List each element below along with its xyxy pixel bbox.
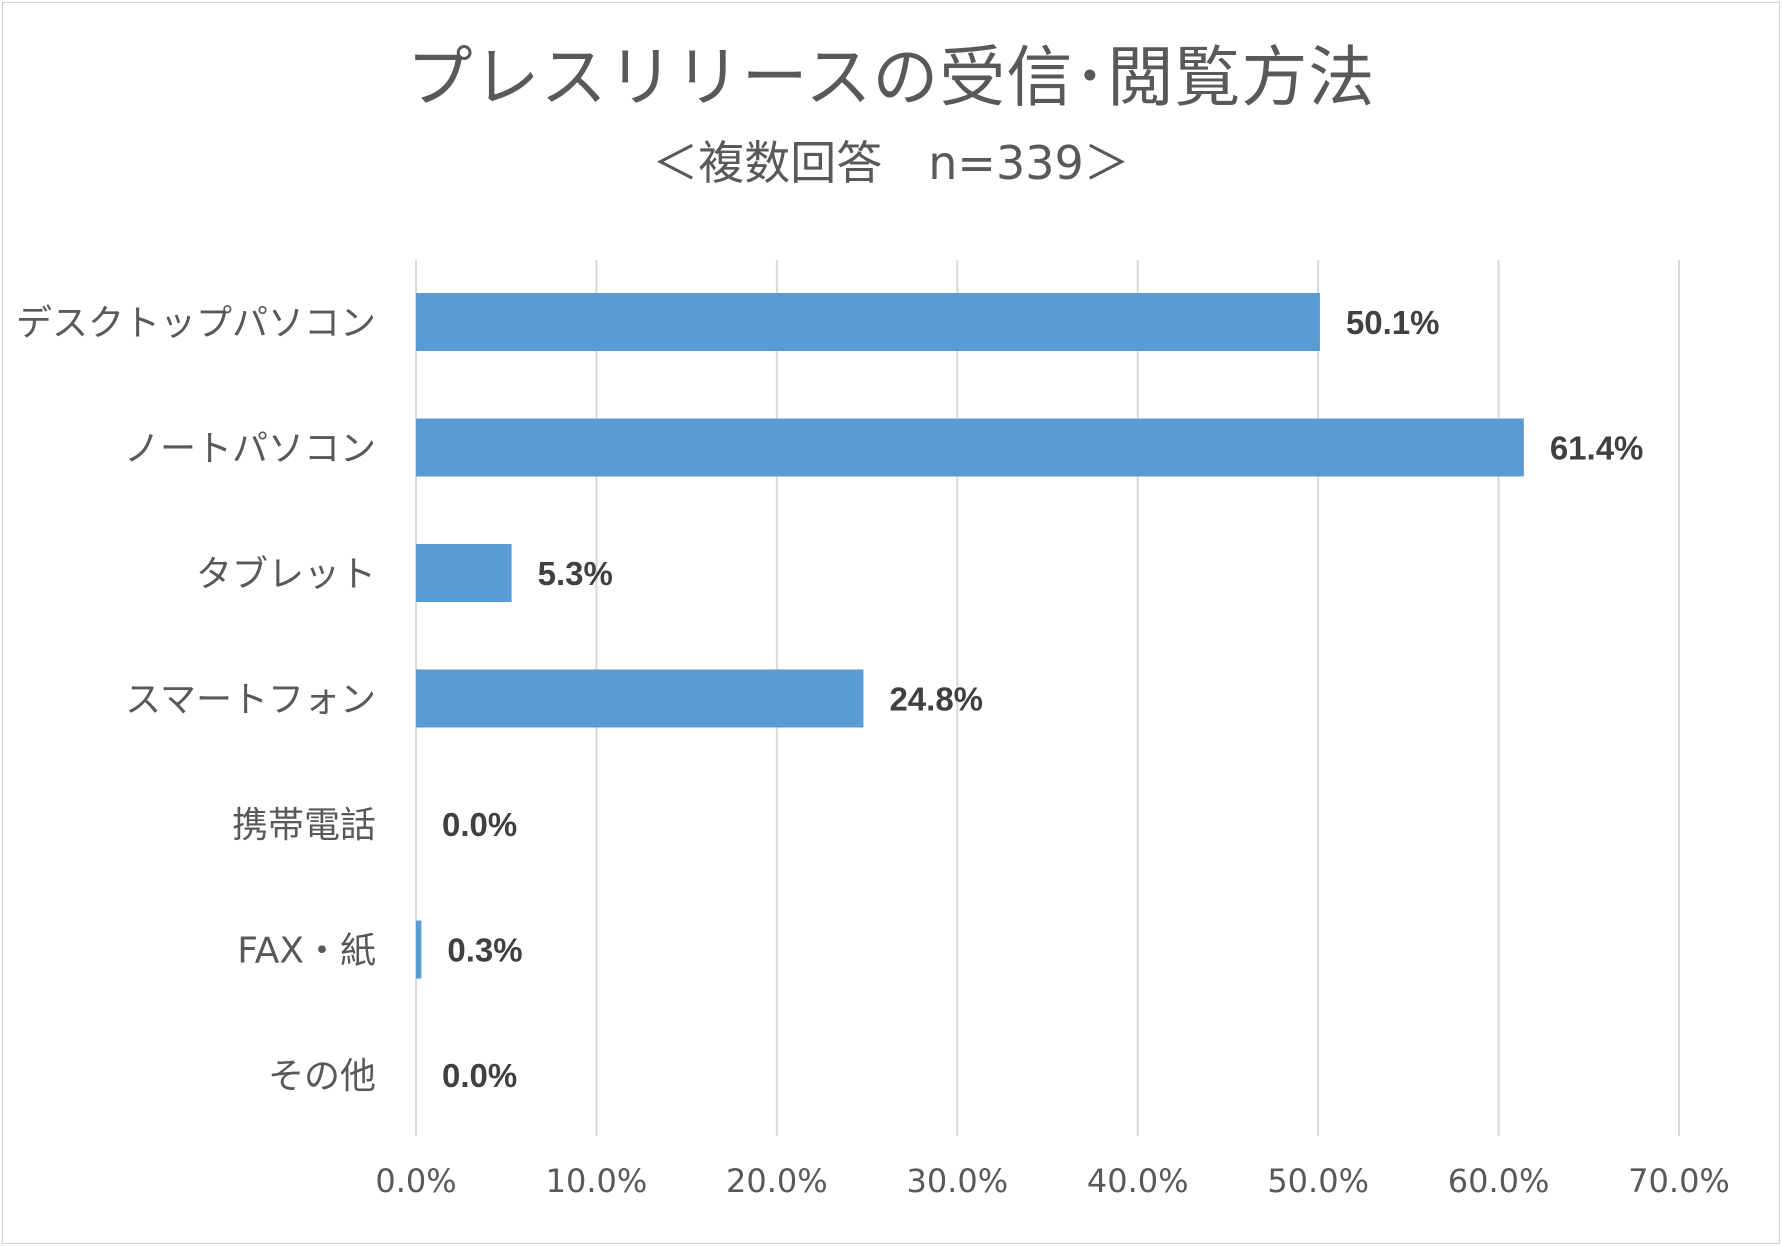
data-label-2: 5.3% bbox=[538, 555, 613, 592]
x-tick-label-7: 70.0% bbox=[1628, 1162, 1730, 1200]
category-label-6: その他 bbox=[268, 1056, 376, 1097]
x-tick-label-5: 50.0% bbox=[1267, 1162, 1369, 1200]
chart-subtitle: ＜複数回答 n=339＞ bbox=[652, 136, 1130, 190]
category-label-4: 携帯電話 bbox=[232, 805, 376, 846]
x-axis-tick-labels: 0.0% 10.0% 20.0% 30.0% 40.0% 50.0% 60.0% 70.0% bbox=[375, 1162, 1729, 1200]
data-label-6: 0.0% bbox=[442, 1057, 517, 1094]
category-label-2: タブレット bbox=[196, 554, 376, 595]
x-tick-label-2: 20.0% bbox=[726, 1162, 828, 1200]
x-tick-label-0: 0.0% bbox=[375, 1162, 456, 1200]
data-labels: 50.1% 61.4% 5.3% 24.8% 0.0% 0.3% 0.0% bbox=[442, 304, 1643, 1094]
data-label-1: 61.4% bbox=[1550, 430, 1644, 467]
data-label-4: 0.0% bbox=[442, 806, 517, 843]
category-label-3: スマートフォン bbox=[125, 680, 376, 721]
bar-5 bbox=[416, 920, 422, 979]
category-label-5: FAX・紙 bbox=[237, 931, 376, 972]
x-tick-label-1: 10.0% bbox=[546, 1162, 648, 1200]
data-label-3: 24.8% bbox=[889, 681, 983, 718]
bar-3 bbox=[416, 669, 864, 728]
bar-0 bbox=[416, 293, 1320, 351]
bars bbox=[416, 293, 1524, 979]
x-tick-label-4: 40.0% bbox=[1087, 1162, 1189, 1200]
bar-2 bbox=[416, 544, 512, 602]
data-label-0: 50.1% bbox=[1346, 304, 1440, 341]
x-tick-label-3: 30.0% bbox=[906, 1162, 1008, 1200]
category-label-0: デスクトップパソコン bbox=[16, 303, 376, 344]
chart-title: プレスリリースの受信･閲覧方法 bbox=[406, 39, 1376, 116]
category-label-1: ノートパソコン bbox=[124, 429, 376, 470]
data-label-5: 0.3% bbox=[447, 932, 522, 969]
x-tick-label-6: 60.0% bbox=[1448, 1162, 1550, 1200]
bar-1 bbox=[416, 418, 1524, 477]
